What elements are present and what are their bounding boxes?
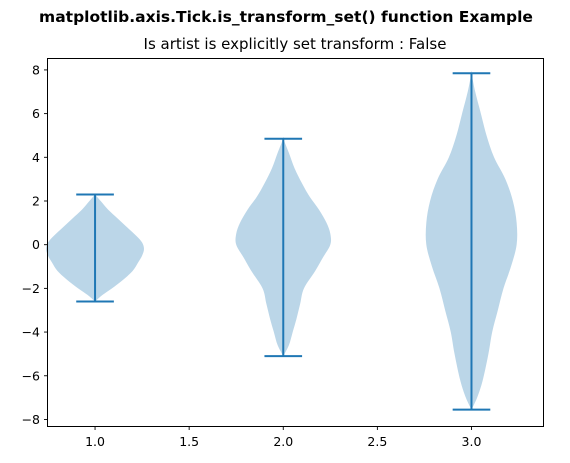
y-tick-label: 6 (32, 106, 40, 121)
y-tick-label: −4 (22, 325, 40, 340)
x-tick-label: 2.0 (273, 434, 293, 449)
y-tick-label: −6 (22, 368, 40, 383)
x-tick-label: 2.5 (367, 434, 387, 449)
x-tick-label: 3.0 (462, 434, 482, 449)
y-tick-label: 2 (32, 193, 40, 208)
axes-frame (47, 58, 544, 427)
x-tick-label: 1.0 (85, 434, 105, 449)
y-tick-label: 4 (32, 150, 40, 165)
x-tick-label: 1.5 (179, 434, 199, 449)
axes-title: Is artist is explicitly set transform : … (144, 35, 447, 53)
y-tick-label: −2 (22, 281, 40, 296)
y-tick-label: 8 (32, 62, 40, 77)
x-axis: 1.0 1.5 2.0 2.5 3.0 (85, 426, 481, 449)
y-tick-label: −8 (22, 412, 40, 427)
y-axis: −8 −6 −4 −2 0 2 4 6 8 (22, 62, 48, 427)
figure-suptitle: matplotlib.axis.Tick.is_transform_set() … (39, 8, 533, 26)
plot-area (46, 70, 518, 411)
y-tick-label: 0 (32, 237, 40, 252)
